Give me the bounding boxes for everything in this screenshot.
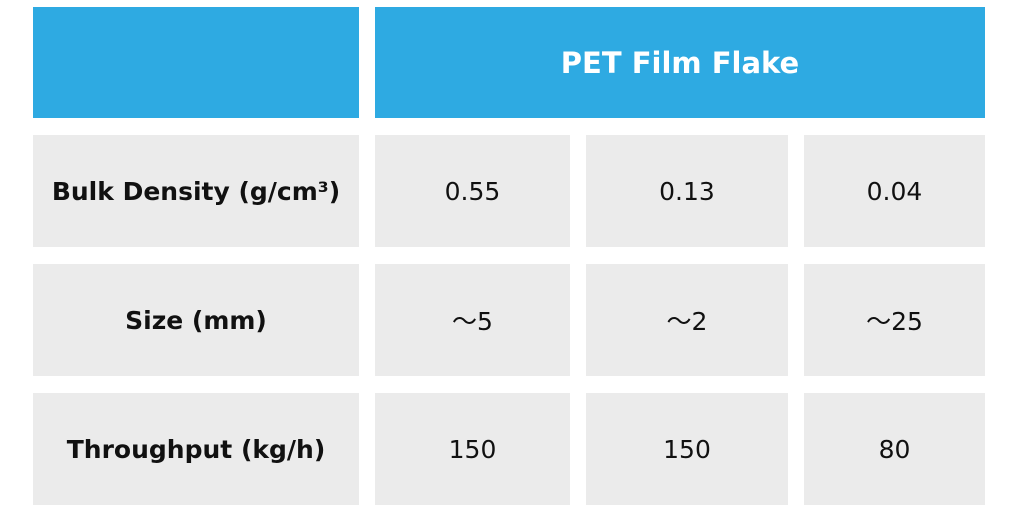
header-empty-cell: [33, 7, 359, 118]
table-cell: 0.04: [804, 135, 985, 247]
table-cell: ～2: [586, 264, 788, 376]
table-cell: ～25: [804, 264, 985, 376]
row-label: Size (mm): [33, 264, 359, 376]
table-cell: 0.13: [586, 135, 788, 247]
table-cell: ～5: [375, 264, 570, 376]
header-cell: PET Film Flake: [375, 7, 985, 118]
table-cell: 150: [375, 393, 570, 505]
row-label: Throughput (kg/h): [33, 393, 359, 505]
table-cell: 0.55: [375, 135, 570, 247]
row-label: Bulk Density (g/cm³): [33, 135, 359, 247]
table-cell: 150: [586, 393, 788, 505]
table-cell: 80: [804, 393, 985, 505]
